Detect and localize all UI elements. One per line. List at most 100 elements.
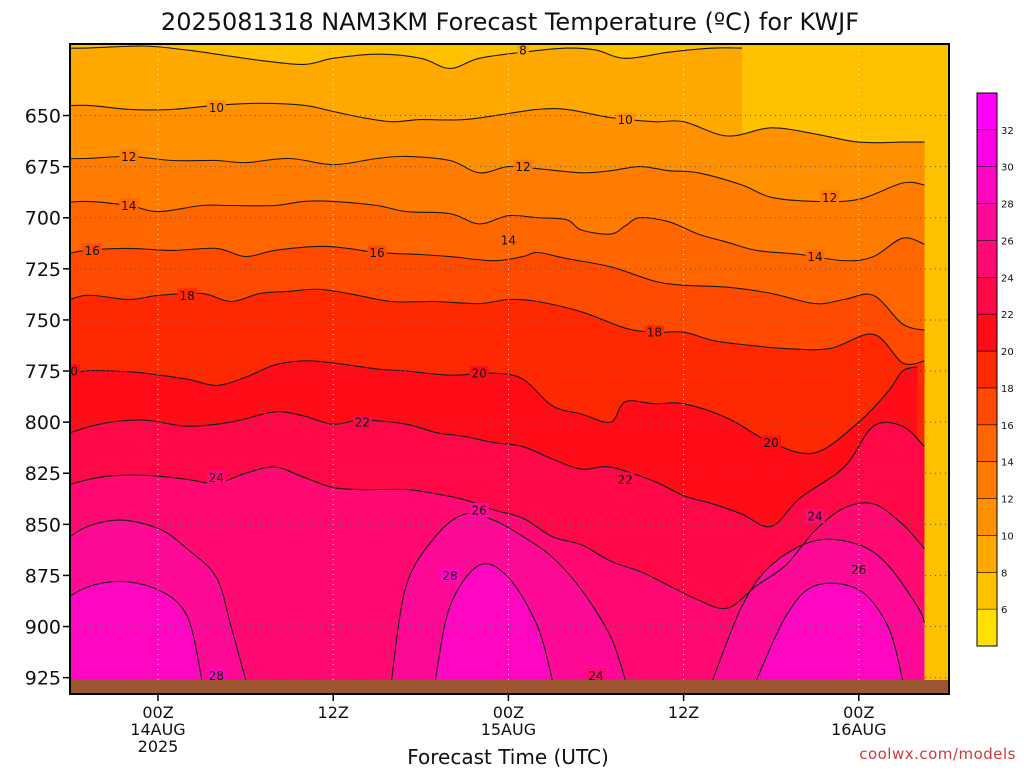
contour-label-bg — [206, 470, 226, 485]
x-tick-label: 14AUG — [130, 720, 185, 739]
contour-label: 8 — [519, 44, 527, 58]
colorbar-segment — [977, 203, 997, 241]
contour-label: 18 — [647, 326, 662, 340]
contour-label: 20 — [63, 365, 78, 379]
colorbar-label: 12 — [1001, 495, 1014, 506]
contour-label-bg — [615, 472, 635, 487]
contour-label-bg — [119, 198, 139, 213]
contour-label: 10 — [618, 113, 633, 127]
contour-label-bg — [805, 249, 825, 264]
temperature-band-28 — [70, 581, 202, 694]
temperature-fills — [70, 45, 925, 694]
colorbar-segment — [977, 609, 997, 647]
isotherm-16 — [70, 245, 925, 331]
contour-label: 14 — [121, 199, 136, 213]
x-tick-label: 2025 — [138, 737, 179, 756]
contour-label: 20 — [472, 367, 487, 381]
contour-label-bg — [615, 112, 635, 127]
y-tick-label: 800 — [25, 412, 61, 434]
contour-label: 28 — [209, 669, 224, 683]
contour-label: 12 — [515, 160, 530, 174]
contour-label-bg — [820, 190, 840, 205]
y-tick-label: 675 — [25, 157, 61, 179]
temperature-band-28 — [756, 583, 903, 694]
colorbar-segment — [977, 314, 997, 352]
contour-label: 18 — [180, 289, 195, 303]
contour-label: 22 — [618, 473, 633, 487]
isotherm-14 — [70, 200, 925, 262]
contour-label-bg — [469, 366, 489, 381]
colorbar: 6 8 10 12 14 16 18 20 22 24 26 28 30 32 — [976, 92, 1014, 647]
chart-title: 2025081318 NAM3KM Forecast Temperature (… — [161, 8, 859, 36]
contour-label: 26 — [472, 504, 487, 518]
colorbar-label: 26 — [1001, 236, 1014, 247]
contour-label-bg — [644, 325, 664, 340]
contour-label-bg — [177, 288, 197, 303]
colorbar-label: 24 — [1001, 273, 1014, 284]
colorbar-label: 6 — [1001, 605, 1007, 616]
isotherm-26 — [70, 519, 247, 680]
contour-label-bg — [367, 245, 387, 260]
contour-label-bg — [586, 668, 606, 683]
colorbar-segment — [977, 535, 997, 573]
contour-label-bg — [119, 149, 139, 164]
x-tick-label: 16AUG — [831, 720, 886, 739]
contour-label-bg — [206, 668, 226, 683]
isotherm-28 — [70, 580, 203, 680]
colorbar-segment — [977, 351, 997, 389]
isotherm-26 — [712, 538, 926, 680]
x-tick-label: 00Z — [493, 703, 524, 722]
isotherm-8 — [70, 45, 743, 70]
y-tick-label: 775 — [25, 361, 61, 383]
colorbar-frame — [976, 92, 998, 647]
y-tick-label: 700 — [25, 208, 61, 230]
contour-label: 12 — [822, 191, 837, 205]
y-tick-label: 725 — [25, 259, 61, 281]
contour-label-bg — [70, 364, 80, 379]
y-tick-label: 850 — [25, 514, 61, 536]
contour-label-bg — [82, 243, 102, 258]
colorbar-label: 16 — [1001, 421, 1014, 432]
contour-label: 24 — [209, 471, 224, 485]
contour-label: 22 — [355, 416, 370, 430]
colorbar-label: 20 — [1001, 347, 1014, 358]
x-tick-label: 12Z — [318, 703, 349, 722]
colorbar-segment — [977, 277, 997, 315]
colorbar-segment — [977, 424, 997, 463]
contour-label: 16 — [369, 246, 384, 260]
colorbar-label: 32 — [1001, 126, 1014, 137]
isotherm-12 — [70, 155, 925, 203]
contour-label-bg — [517, 44, 529, 58]
colorbar-segment — [977, 572, 997, 610]
colorbar-segment — [977, 129, 997, 168]
contour-label-bg — [513, 159, 533, 174]
colorbar-segment — [977, 166, 997, 205]
colorbar-segment — [977, 240, 997, 278]
y-tick-label: 750 — [25, 310, 61, 332]
x-tick-label: 15AUG — [481, 720, 536, 739]
colorbar-label: 28 — [1001, 200, 1014, 211]
x-axis-label: Forecast Time (UTC) — [407, 745, 609, 768]
plot-frame — [69, 43, 950, 695]
colorbar-segment — [977, 387, 997, 426]
contour-label: 24 — [807, 510, 822, 524]
contour-label-bg — [805, 509, 825, 524]
contour-label-bg — [206, 100, 226, 115]
colorbar-segment — [977, 93, 997, 131]
x-tick-label: 00Z — [843, 703, 874, 722]
grid-lines — [70, 44, 949, 680]
colorbar-label: 30 — [1001, 163, 1014, 174]
contour-label: 14 — [501, 234, 516, 248]
y-axis: 650 675 700 725 750 775 800 825 850 875 900 925 — [25, 106, 70, 690]
y-tick-label: 650 — [25, 106, 61, 128]
temperature-band-28 — [435, 563, 553, 694]
y-tick-label: 925 — [25, 668, 61, 690]
credit-text[interactable]: coolwx.com/models — [859, 745, 1016, 763]
colorbar-label: 8 — [1001, 568, 1007, 579]
contour-label: 16 — [85, 244, 100, 258]
